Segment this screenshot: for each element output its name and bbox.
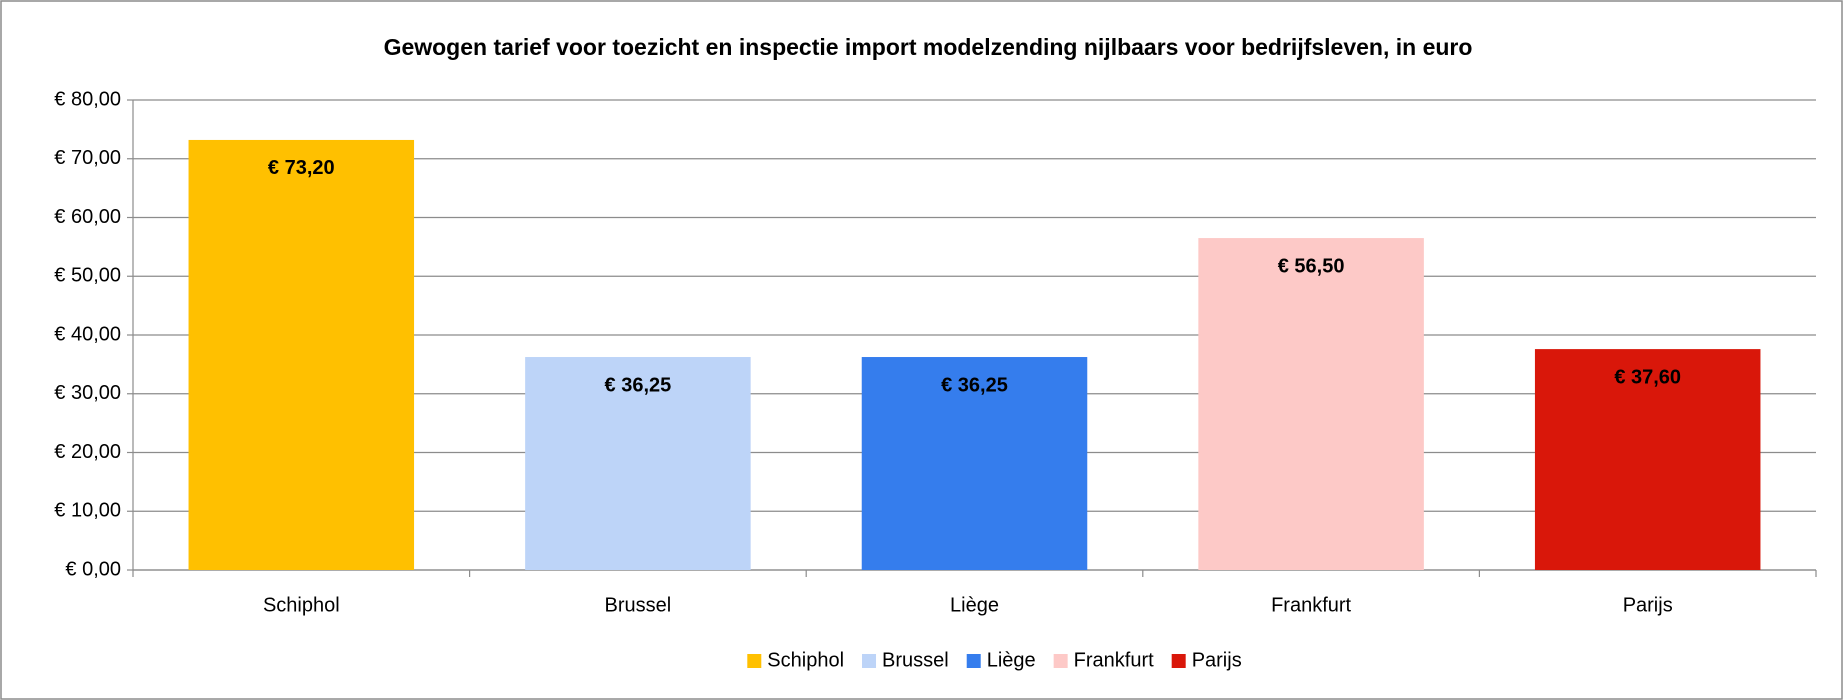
- value-label: € 37,60: [1614, 366, 1681, 388]
- y-tick-label: € 30,00: [54, 382, 121, 404]
- legend-label: Frankfurt: [1074, 649, 1154, 671]
- x-tick-label: Liège: [950, 594, 999, 616]
- legend-swatch: [1171, 654, 1186, 668]
- legend-label: Schiphol: [767, 649, 844, 671]
- bar: [861, 357, 1088, 570]
- x-tick-label: Parijs: [1623, 594, 1673, 616]
- value-label: € 36,25: [605, 374, 672, 396]
- legend-swatch: [862, 654, 877, 668]
- bar: [1198, 238, 1424, 570]
- bar: [1534, 349, 1761, 570]
- y-tick-label: € 70,00: [54, 147, 121, 169]
- legend-swatch: [1053, 654, 1068, 668]
- x-tick-label: Frankfurt: [1271, 594, 1351, 616]
- legend-label: Brussel: [882, 649, 949, 671]
- y-tick-label: € 50,00: [54, 265, 121, 287]
- y-tick-label: € 80,00: [54, 88, 121, 110]
- x-tick-label: Brussel: [605, 594, 672, 616]
- bar: [525, 357, 751, 570]
- y-tick-label: € 10,00: [54, 500, 121, 522]
- y-tick-label: € 40,00: [54, 323, 121, 345]
- bar: [188, 139, 415, 570]
- x-tick-label: Schiphol: [263, 594, 340, 616]
- value-label: € 36,25: [941, 374, 1008, 396]
- legend-swatch: [966, 654, 981, 668]
- chart-title: Gewogen tarief voor toezicht en inspecti…: [384, 34, 1473, 60]
- legend-label: Parijs: [1192, 649, 1242, 671]
- y-tick-label: € 20,00: [54, 441, 121, 463]
- value-label: € 73,20: [268, 157, 335, 179]
- legend-label: Liège: [987, 649, 1036, 671]
- y-tick-label: € 60,00: [54, 206, 121, 228]
- legend-swatch: [747, 654, 762, 668]
- value-label: € 56,50: [1278, 255, 1345, 277]
- y-tick-label: € 0,00: [65, 558, 121, 580]
